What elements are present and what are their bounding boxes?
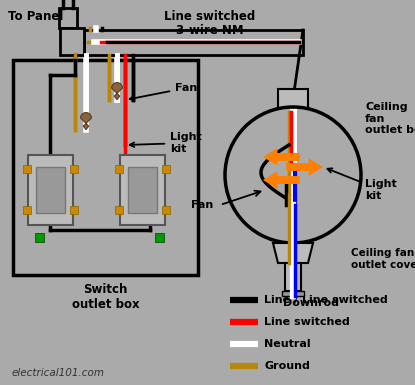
Text: electrical101.com: electrical101.com	[12, 368, 105, 378]
Text: Fan: Fan	[130, 83, 197, 100]
Text: Line switched: Line switched	[164, 10, 256, 23]
Text: Fan: Fan	[191, 200, 213, 210]
Bar	[115, 206, 123, 214]
Bar	[162, 165, 170, 173]
Text: 3-wire NM: 3-wire NM	[176, 24, 244, 37]
Text: Downrod: Downrod	[283, 298, 339, 308]
Bar	[23, 206, 31, 214]
Bar	[35, 233, 44, 242]
Polygon shape	[263, 148, 300, 166]
Text: Ceiling fan
outlet cover: Ceiling fan outlet cover	[351, 248, 415, 270]
Text: Line switched: Line switched	[264, 317, 350, 327]
Bar	[70, 165, 78, 173]
Bar	[155, 233, 164, 242]
Text: Switch
outlet box: Switch outlet box	[72, 283, 139, 311]
Text: Line / Line switched: Line / Line switched	[264, 295, 388, 305]
Bar	[285, 263, 301, 291]
Bar	[13, 60, 198, 275]
Bar	[128, 167, 157, 213]
Bar	[278, 89, 308, 109]
Text: Ground: Ground	[264, 361, 310, 371]
Text: Ceiling
fan
outlet box: Ceiling fan outlet box	[365, 102, 415, 135]
Text: Neutral: Neutral	[264, 339, 310, 349]
Bar	[23, 165, 31, 173]
Bar	[282, 291, 304, 296]
Polygon shape	[273, 243, 313, 263]
Text: Light
kit: Light kit	[327, 168, 397, 201]
Bar	[115, 165, 123, 173]
Text: Light
kit: Light kit	[130, 132, 202, 154]
Text: To Panel: To Panel	[8, 10, 63, 23]
Bar	[36, 167, 65, 213]
Bar	[60, 28, 84, 55]
Bar	[59, 8, 77, 28]
Bar	[84, 30, 303, 55]
Bar	[70, 206, 78, 214]
Polygon shape	[112, 83, 122, 100]
Circle shape	[225, 107, 361, 243]
Bar	[28, 155, 73, 225]
Polygon shape	[81, 113, 91, 130]
Bar	[162, 206, 170, 214]
Polygon shape	[263, 171, 300, 189]
Bar	[120, 155, 165, 225]
Polygon shape	[286, 158, 323, 176]
